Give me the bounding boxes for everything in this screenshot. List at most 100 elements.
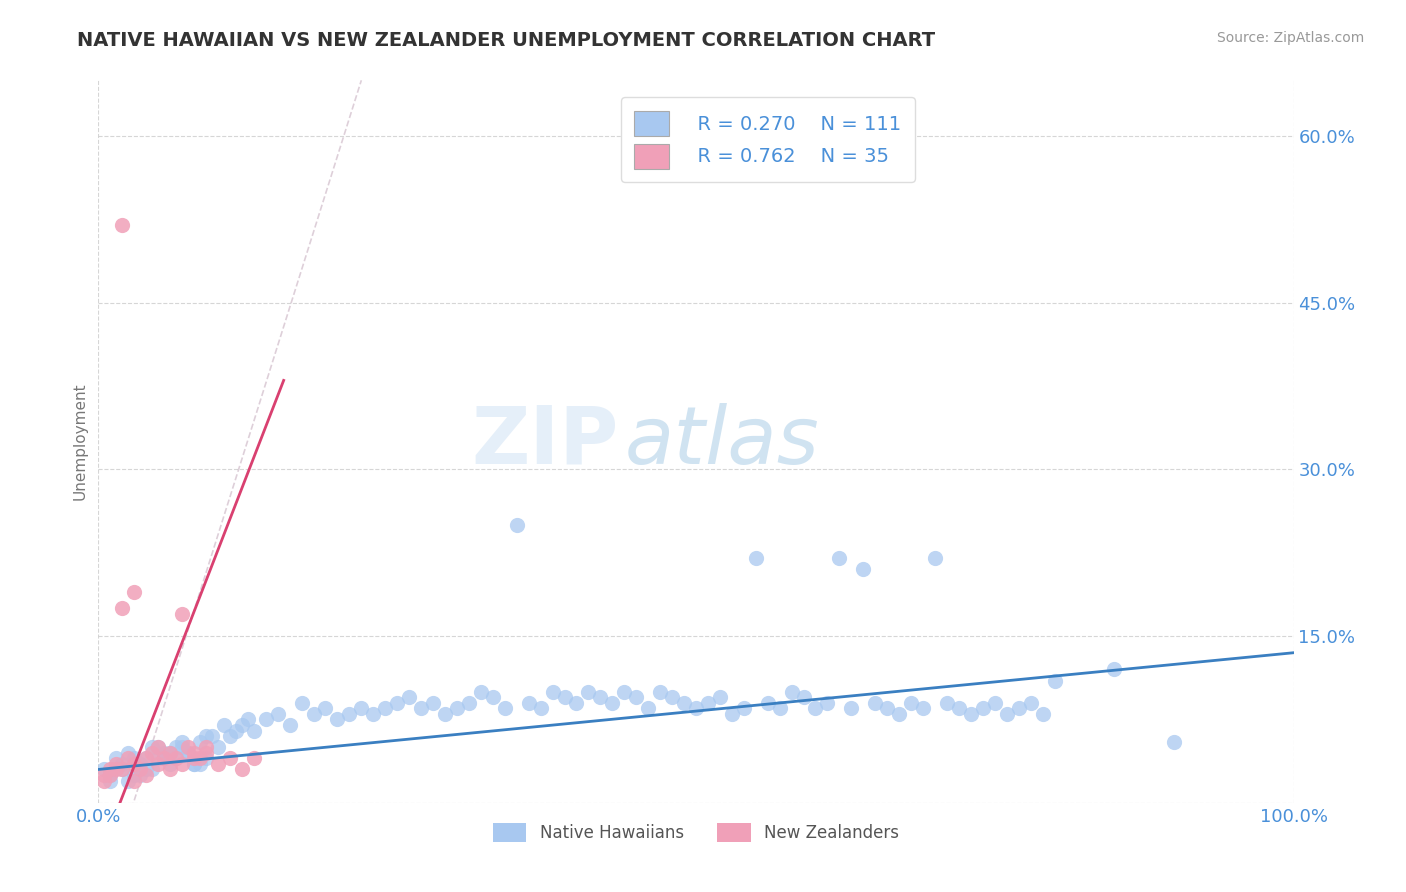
Point [1019,696,1042,710]
Point [685,701,707,715]
Point [111,763,134,777]
Point [111,763,134,777]
Legend: Native Hawaiians, New Zealanders: Native Hawaiians, New Zealanders [486,816,905,848]
Point [231,763,253,777]
Point [673,696,696,710]
Point [815,696,838,710]
Point [188,751,211,765]
Point [188,756,211,771]
Point [780,684,803,698]
Point [889,706,911,721]
Point [278,718,301,732]
Point [398,690,420,705]
Point [565,696,588,710]
Point [93,763,115,777]
Point [159,763,181,777]
Point [117,746,139,760]
Point [165,751,187,765]
Point [195,740,218,755]
Point [141,746,163,760]
Point [172,756,194,771]
Point [481,690,505,705]
Point [153,751,176,765]
Point [98,773,122,788]
Point [828,551,851,566]
Point [745,551,768,566]
Point [172,607,194,621]
Point [141,763,163,777]
Point [363,706,385,721]
Point [1032,706,1054,721]
Point [183,756,205,771]
Point [589,690,612,705]
Point [876,701,898,715]
Point [124,768,146,782]
Point [207,756,229,771]
Point [374,701,396,715]
Point [613,684,636,698]
Point [135,763,157,777]
Point [1163,734,1185,748]
Point [804,701,827,715]
Point [195,746,218,760]
Text: atlas: atlas [624,402,820,481]
Point [159,746,181,760]
Point [183,756,205,771]
Point [183,751,205,765]
Point [135,768,157,782]
Point [124,773,146,788]
Point [458,696,481,710]
Point [93,768,115,782]
Point [129,768,152,782]
Point [385,696,409,710]
Point [93,773,115,788]
Point [148,740,170,755]
Point [339,706,361,721]
Point [291,696,314,710]
Point [201,729,224,743]
Point [183,746,205,760]
Point [188,734,211,748]
Point [159,756,181,771]
Point [302,706,325,721]
Point [243,751,266,765]
Point [900,696,922,710]
Point [972,701,994,715]
Point [960,706,983,721]
Point [446,701,468,715]
Point [948,701,970,715]
Point [172,740,194,755]
Point [177,740,200,755]
Point [326,713,349,727]
Point [98,763,122,777]
Point [254,713,277,727]
Point [852,562,875,576]
Point [124,584,146,599]
Point [243,723,266,738]
Point [637,701,659,715]
Point [105,763,128,777]
Point [506,517,529,532]
Point [124,751,146,765]
Point [578,684,600,698]
Text: ZIP: ZIP [471,402,619,481]
Point [219,751,242,765]
Point [995,706,1018,721]
Point [148,740,170,755]
Point [159,746,181,760]
Point [165,751,187,765]
Point [148,751,170,765]
Point [153,751,176,765]
Point [231,718,253,732]
Point [195,729,218,743]
Point [165,740,187,755]
Point [105,756,128,771]
Point [212,718,235,732]
Point [911,701,934,715]
Point [697,696,720,710]
Text: NATIVE HAWAIIAN VS NEW ZEALANDER UNEMPLOYMENT CORRELATION CHART: NATIVE HAWAIIAN VS NEW ZEALANDER UNEMPLO… [77,31,935,50]
Point [648,684,672,698]
Point [434,706,457,721]
Point [225,723,247,738]
Point [411,701,433,715]
